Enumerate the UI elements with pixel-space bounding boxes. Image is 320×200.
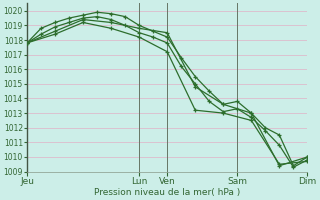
- X-axis label: Pression niveau de la mer( hPa ): Pression niveau de la mer( hPa ): [94, 188, 240, 197]
